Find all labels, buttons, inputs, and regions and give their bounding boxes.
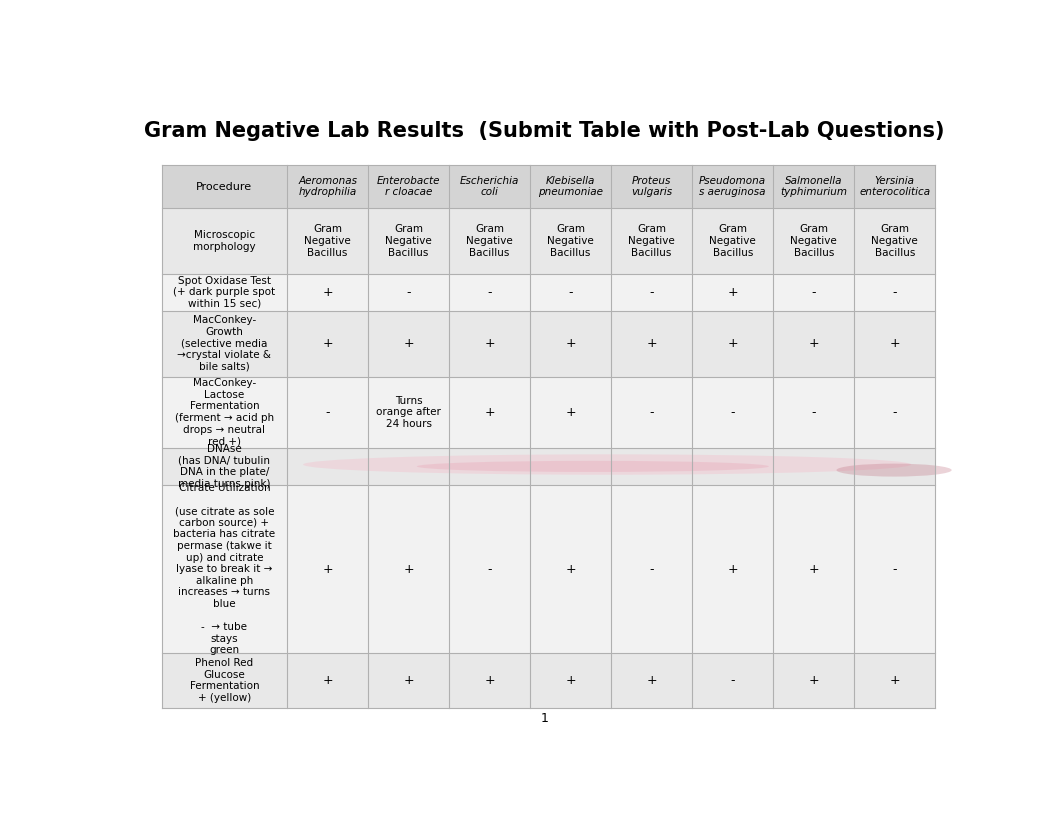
- Text: -: -: [487, 562, 492, 575]
- Ellipse shape: [303, 455, 911, 475]
- Text: Gram Negative Lab Results  (Submit Table with Post-Lab Questions): Gram Negative Lab Results (Submit Table …: [144, 121, 944, 141]
- Text: +: +: [404, 337, 414, 350]
- Text: +: +: [323, 286, 333, 299]
- Text: Klebisella
pneumoniae: Klebisella pneumoniae: [538, 176, 603, 197]
- Bar: [161, 448, 936, 485]
- Text: +: +: [647, 674, 657, 687]
- Text: Gram
Negative
Bacillus: Gram Negative Bacillus: [709, 224, 756, 257]
- Text: +: +: [484, 406, 495, 418]
- Text: +: +: [565, 406, 576, 418]
- Text: 1: 1: [541, 712, 548, 725]
- Text: -: -: [731, 674, 735, 687]
- Text: +: +: [647, 337, 657, 350]
- Text: -: -: [568, 286, 572, 299]
- Text: +: +: [808, 674, 819, 687]
- Text: Gram
Negative
Bacillus: Gram Negative Bacillus: [466, 224, 513, 257]
- Text: Gram
Negative
Bacillus: Gram Negative Bacillus: [790, 224, 837, 257]
- Text: +: +: [727, 286, 738, 299]
- Bar: [161, 165, 936, 208]
- Text: -: -: [650, 406, 654, 418]
- Text: +: +: [323, 674, 333, 687]
- Text: +: +: [484, 674, 495, 687]
- Text: -: -: [811, 286, 816, 299]
- Text: +: +: [404, 562, 414, 575]
- Text: Gram
Negative
Bacillus: Gram Negative Bacillus: [386, 224, 432, 257]
- Text: +: +: [727, 562, 738, 575]
- Ellipse shape: [837, 464, 952, 477]
- Bar: [161, 274, 936, 311]
- Text: Turns
orange after
24 hours: Turns orange after 24 hours: [376, 395, 441, 429]
- Text: +: +: [727, 337, 738, 350]
- Text: -: -: [325, 406, 330, 418]
- Ellipse shape: [417, 461, 769, 472]
- Text: Escherichia
coli: Escherichia coli: [460, 176, 519, 197]
- Text: -: -: [892, 406, 897, 418]
- Text: +: +: [565, 674, 576, 687]
- Text: +: +: [565, 562, 576, 575]
- Text: +: +: [565, 337, 576, 350]
- Text: Phenol Red
Glucose
Fermentation
+ (yellow): Phenol Red Glucose Fermentation + (yello…: [189, 658, 259, 703]
- Text: -: -: [892, 286, 897, 299]
- Text: Aeromonas
hydrophilia: Aeromonas hydrophilia: [298, 176, 357, 197]
- Text: -: -: [811, 406, 816, 418]
- Text: Salmonella
typhimurium: Salmonella typhimurium: [781, 176, 847, 197]
- Text: Proteus
vulgaris: Proteus vulgaris: [631, 176, 672, 197]
- Text: -: -: [650, 562, 654, 575]
- Text: Gram
Negative
Bacillus: Gram Negative Bacillus: [629, 224, 675, 257]
- Text: Procedure: Procedure: [196, 182, 253, 192]
- Text: -: -: [487, 286, 492, 299]
- Text: Gram
Negative
Bacillus: Gram Negative Bacillus: [871, 224, 918, 257]
- Text: +: +: [808, 562, 819, 575]
- Text: DNAse
(has DNA/ tubulin
DNA in the plate/
media turns pink): DNAse (has DNA/ tubulin DNA in the plate…: [178, 444, 271, 489]
- Text: Gram
Negative
Bacillus: Gram Negative Bacillus: [304, 224, 352, 257]
- Text: MacConkey-
Growth
(selective media
→crystal violate &
bile salts): MacConkey- Growth (selective media →crys…: [177, 316, 272, 372]
- Text: -: -: [407, 286, 411, 299]
- Text: +: +: [484, 337, 495, 350]
- Text: +: +: [323, 562, 333, 575]
- Text: -: -: [892, 562, 897, 575]
- Text: +: +: [889, 337, 900, 350]
- Text: Pseudomona
s aeruginosa: Pseudomona s aeruginosa: [699, 176, 767, 197]
- Text: Citrate Utilization

(use citrate as sole
carbon source) +
bacteria has citrate
: Citrate Utilization (use citrate as sole…: [173, 483, 275, 655]
- Text: Enterobacte
r cloacae: Enterobacte r cloacae: [377, 176, 441, 197]
- Text: -: -: [731, 406, 735, 418]
- Text: +: +: [404, 674, 414, 687]
- Text: +: +: [808, 337, 819, 350]
- Text: -: -: [650, 286, 654, 299]
- Bar: [161, 653, 936, 708]
- Text: +: +: [323, 337, 333, 350]
- Text: +: +: [889, 674, 900, 687]
- Text: Spot Oxidase Test
(+ dark purple spot
within 15 sec): Spot Oxidase Test (+ dark purple spot wi…: [173, 275, 275, 309]
- Text: Microscopic
morphology: Microscopic morphology: [193, 230, 256, 252]
- Text: MacConkey-
Lactose
Fermentation
(ferment → acid ph
drops → neutral
red +): MacConkey- Lactose Fermentation (ferment…: [175, 378, 274, 446]
- Text: Gram
Negative
Bacillus: Gram Negative Bacillus: [547, 224, 594, 257]
- Text: Yersinia
enterocolitica: Yersinia enterocolitica: [859, 176, 930, 197]
